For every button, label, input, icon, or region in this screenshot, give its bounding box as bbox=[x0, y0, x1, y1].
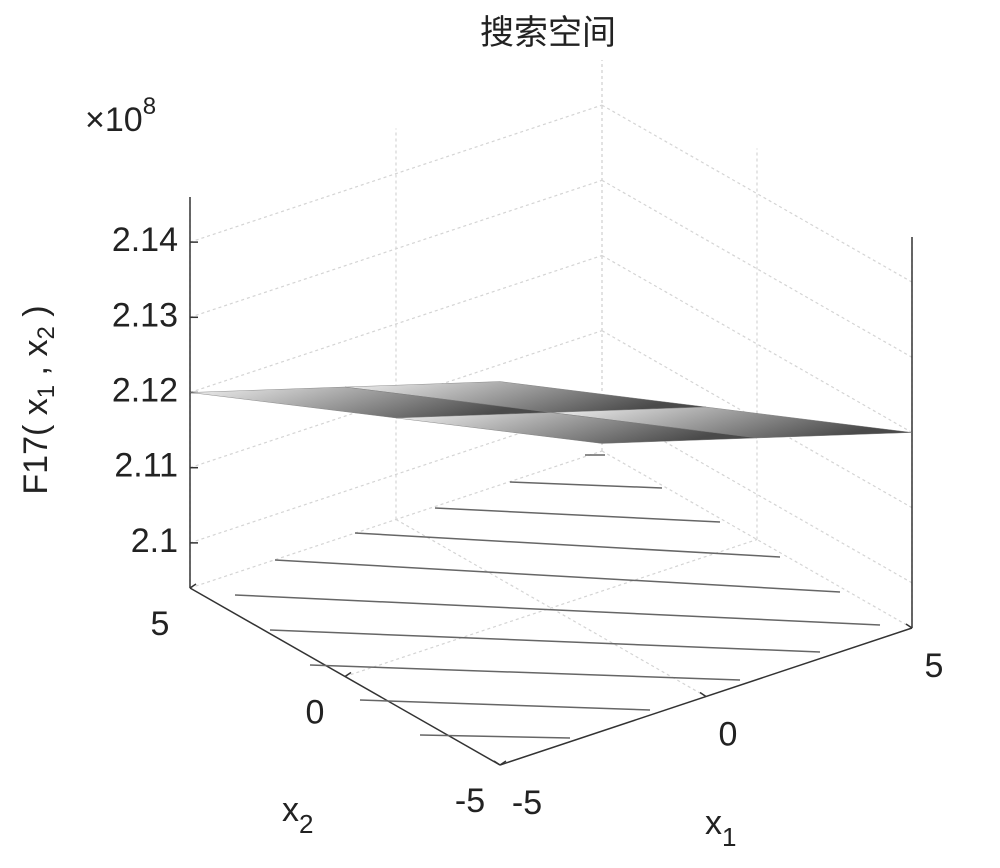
floor-contour bbox=[274, 559, 841, 593]
x-label-part: x bbox=[705, 804, 722, 842]
x-tick bbox=[905, 623, 913, 629]
x-tick-label: -5 bbox=[512, 784, 542, 822]
exponent-label: ×108 bbox=[85, 93, 156, 139]
floor-contour bbox=[309, 664, 741, 681]
x-label-sub: 1 bbox=[722, 822, 736, 852]
z-tick-label: 2.12 bbox=[112, 371, 178, 409]
floor-contour bbox=[234, 594, 881, 626]
y-tick-label: -5 bbox=[455, 782, 485, 820]
y-tick bbox=[344, 671, 352, 678]
y-label-part: x bbox=[282, 791, 299, 829]
surface-patch bbox=[395, 412, 758, 444]
z-tick-label: 2.1 bbox=[131, 522, 178, 560]
y-tick-label: 5 bbox=[151, 605, 170, 643]
x-tick bbox=[699, 691, 707, 698]
floor-contour bbox=[359, 699, 651, 711]
z-label-sub: 1 bbox=[33, 385, 60, 398]
x-tick-label: 5 bbox=[925, 647, 944, 685]
y-label-sub: 2 bbox=[299, 809, 313, 839]
floor-contour bbox=[269, 629, 821, 653]
z-tick-label: 2.13 bbox=[112, 296, 178, 334]
floor-contours bbox=[234, 454, 881, 739]
floor-contour bbox=[354, 532, 781, 558]
floor-contour bbox=[509, 481, 663, 489]
grid-line bbox=[189, 254, 603, 394]
exponent-base: ×10 bbox=[85, 101, 143, 139]
z-axis-label: F17( x1 , x2 ) bbox=[17, 305, 60, 494]
grid-line bbox=[189, 104, 603, 243]
z-label-part: , x bbox=[17, 340, 55, 385]
y-tick bbox=[189, 583, 197, 589]
z-label-part: ) bbox=[17, 305, 55, 326]
chart-title: 搜索空间 bbox=[480, 14, 616, 52]
floor-contour bbox=[434, 507, 721, 523]
z-tick-label: 2.14 bbox=[112, 221, 178, 259]
floor-contour bbox=[419, 734, 571, 739]
y-axis-label: x2 bbox=[282, 791, 313, 839]
grid-line bbox=[344, 538, 758, 678]
y-tick-label: 0 bbox=[306, 693, 325, 731]
grid-line bbox=[189, 450, 603, 589]
x-axis-label: x1 bbox=[705, 804, 736, 852]
x-tick-label: 0 bbox=[719, 715, 738, 753]
exponent-power: 8 bbox=[143, 93, 156, 120]
x-tick bbox=[493, 760, 501, 766]
z-label-part: F17( x bbox=[17, 398, 55, 494]
y-tick bbox=[499, 760, 507, 766]
z-label-sub: 2 bbox=[33, 326, 60, 339]
z-tick-label: 2.11 bbox=[114, 447, 178, 485]
